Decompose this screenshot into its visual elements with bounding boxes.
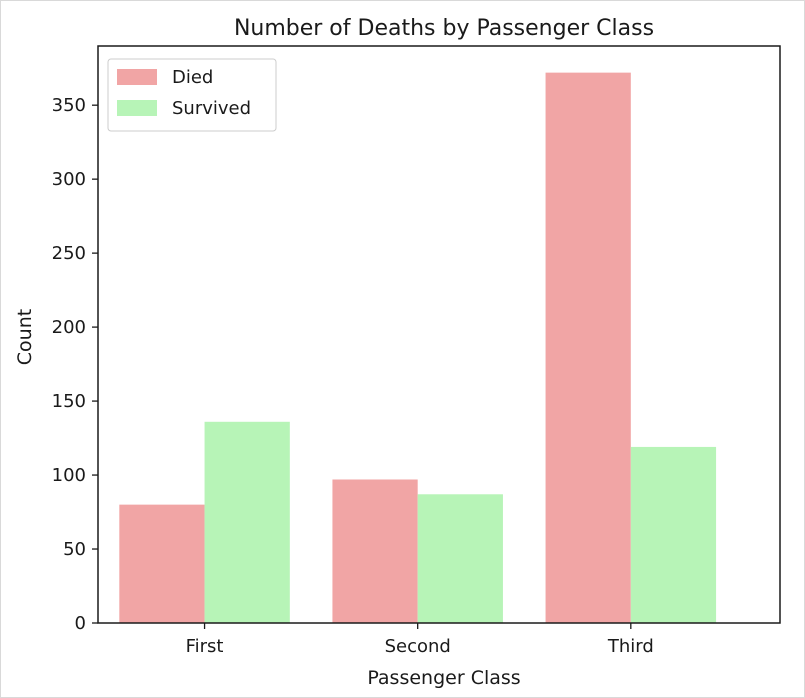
- y-tick-label: 50: [63, 539, 86, 560]
- bar-survived-second: [417, 494, 503, 623]
- bar-survived-third: [630, 446, 717, 623]
- x-axis-label: Passenger Class: [367, 667, 520, 689]
- y-tick-label: 200: [52, 317, 86, 338]
- plot-frame: [97, 45, 781, 624]
- y-tick-label: 150: [52, 391, 86, 412]
- bar-died-third: [545, 72, 631, 623]
- x-tick-label: Second: [385, 636, 451, 657]
- y-axis-label: Count: [14, 309, 36, 365]
- y-tick-label: 0: [75, 613, 86, 634]
- x-tick-label: First: [186, 636, 224, 657]
- y-tick-label: 300: [52, 169, 86, 190]
- legend-swatch-died: [117, 69, 157, 85]
- y-tick-label: 250: [52, 243, 86, 264]
- axis-layer: 0 50 100 150 200 250 300 350 First Second Third: [52, 45, 781, 657]
- y-tick-label: 350: [52, 95, 86, 116]
- legend: Died Survived: [107, 58, 277, 132]
- plot-layer: [119, 72, 717, 623]
- legend-label-survived: Survived: [172, 98, 251, 119]
- legend-label-died: Died: [172, 67, 213, 88]
- x-tick-label: Third: [607, 636, 654, 657]
- legend-swatch-survived: [117, 100, 157, 116]
- chart-title: Number of Deaths by Passenger Class: [234, 16, 654, 41]
- bar-died-second: [332, 479, 418, 623]
- bar-died-first: [119, 504, 205, 623]
- y-tick-label: 100: [52, 465, 86, 486]
- bar-survived-first: [204, 421, 290, 623]
